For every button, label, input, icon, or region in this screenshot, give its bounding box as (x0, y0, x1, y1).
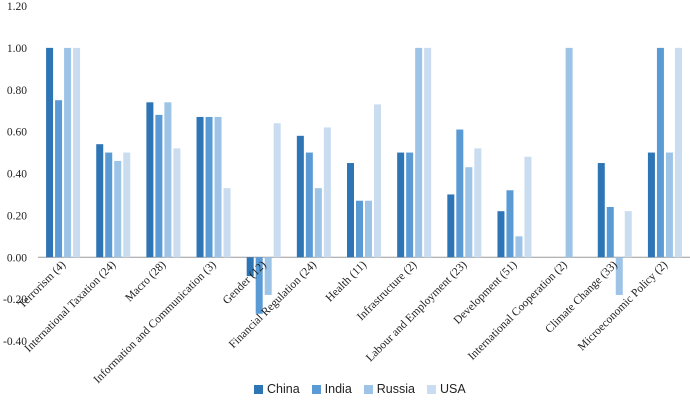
bar-china (597, 163, 605, 258)
bar-china (146, 102, 154, 258)
legend-swatch (363, 384, 373, 394)
legend-label: India (324, 382, 352, 396)
y-tick-label: 0.20 (7, 210, 27, 222)
bar-india (155, 114, 163, 258)
bar-usa (424, 47, 432, 258)
y-tick-label: 0.80 (7, 85, 27, 97)
x-tick-label: Labour and Employment (23) (364, 259, 469, 364)
x-tick-label: Terrorism (4) (16, 259, 68, 311)
bar-india (305, 152, 313, 258)
y-tick-label: 1.00 (7, 43, 27, 55)
y-tick-label: 0.40 (7, 169, 27, 181)
bar-india (255, 257, 263, 314)
y-tick-label: 0.00 (7, 252, 27, 264)
bar-russia (164, 102, 172, 258)
bar-china (46, 47, 54, 258)
bar-china (196, 116, 204, 258)
x-tick-label: Microeconomic Policy (2) (576, 259, 670, 353)
legend-swatch (427, 384, 436, 394)
bar-russia (214, 116, 222, 258)
legend-swatch (254, 384, 263, 394)
x-tick-label: International Taxation (24) (23, 259, 119, 355)
bar-china (397, 152, 405, 258)
bar-russia (64, 47, 72, 258)
bar-india (205, 116, 213, 258)
bar-india (55, 100, 63, 258)
bar-usa (73, 47, 81, 258)
bar-russia (314, 188, 322, 258)
bar-china (296, 135, 304, 258)
legend-item: USA (427, 382, 466, 396)
bar-india (606, 207, 614, 258)
y-tick-label: 0.60 (7, 127, 27, 139)
legend-item: China (254, 382, 300, 396)
x-tick-label: Financial Regulation (24) (227, 259, 319, 351)
x-tick-label: International Cooperation (2) (466, 259, 570, 363)
bar-china (347, 163, 354, 258)
bar-india (506, 190, 514, 258)
bar-russia (465, 167, 473, 258)
bar-usa (223, 188, 231, 258)
legend-item: India (311, 382, 352, 396)
bar-china (497, 211, 505, 258)
bar-china (447, 194, 455, 258)
bar-india (456, 129, 464, 258)
bar-russia (615, 257, 623, 295)
bar-russia (365, 200, 372, 258)
y-tick-label: -0.20 (3, 294, 27, 306)
bar-usa (173, 148, 181, 258)
bar-russia (515, 236, 523, 258)
bar-usa (524, 156, 532, 258)
x-tick-label: Health (11) (324, 259, 370, 305)
bar-usa (474, 148, 482, 258)
bar-russia (565, 47, 573, 258)
y-tick-label: -0.40 (3, 336, 27, 348)
chart-legend: China India Russia USA (254, 382, 466, 396)
bar-india (105, 152, 113, 258)
bar-usa (674, 47, 682, 258)
legend-label: Russia (376, 382, 415, 396)
bar-russia (665, 152, 673, 258)
bar-china (246, 257, 254, 277)
legend-label: China (267, 382, 300, 396)
x-tick-label: Macro (28) (123, 259, 168, 304)
bar-china (647, 152, 655, 258)
bar-russia (264, 257, 272, 295)
bar-china (96, 144, 104, 258)
bar-usa (123, 152, 131, 258)
legend-label: USA (440, 382, 466, 396)
bar-india (656, 47, 664, 258)
bar-usa (374, 104, 381, 258)
bar-russia (114, 160, 122, 258)
bar-india (356, 200, 363, 258)
bar-india (406, 152, 414, 258)
y-tick-label: 1.20 (7, 1, 27, 13)
legend-item: Russia (363, 382, 415, 396)
bar-usa (323, 127, 331, 258)
bar-usa (273, 123, 281, 258)
legend-swatch (311, 384, 321, 394)
bar-usa (624, 211, 632, 258)
bar-russia (415, 47, 423, 258)
